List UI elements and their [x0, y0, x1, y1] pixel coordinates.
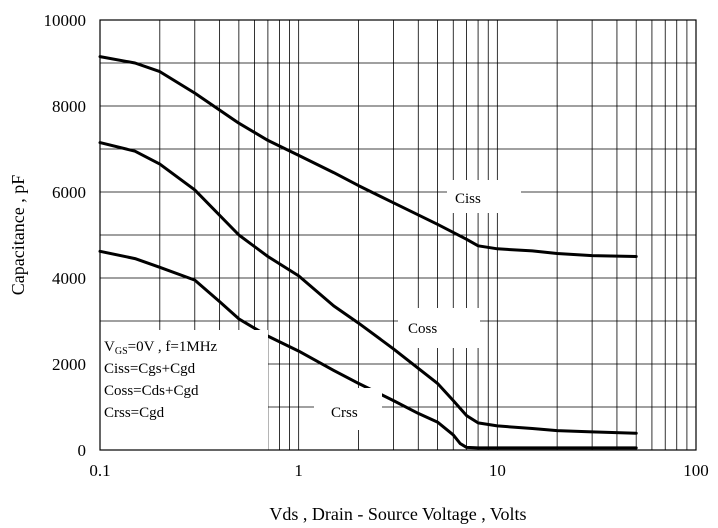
- crss-label-box: [314, 388, 382, 430]
- annotation-vgs-sub: GS: [115, 346, 128, 357]
- annotation-vgs: VGS=0V , f=1MHz: [104, 339, 218, 357]
- x-tick-label: 0.1: [89, 461, 110, 480]
- y-tick-label: 10000: [44, 11, 87, 30]
- y-tick-label: 4000: [52, 269, 86, 288]
- conditions-box: [100, 330, 268, 450]
- x-tick-label: 100: [683, 461, 709, 480]
- x-tick-label: 1: [294, 461, 303, 480]
- y-tick-label: 0: [78, 441, 87, 460]
- ciss-label-box: [447, 180, 521, 213]
- x-tick-label: 10: [489, 461, 506, 480]
- y-axis-title: Capacitance , pF: [8, 175, 28, 295]
- grid: [100, 20, 696, 450]
- annotation-vgs-main: V: [104, 339, 115, 355]
- coss-label-box: [398, 308, 480, 348]
- annotation-vgs-rest: =0V , f=1MHz: [128, 339, 218, 355]
- y-tick-label: 8000: [52, 97, 86, 116]
- x-axis-title: Vds , Drain - Source Voltage , Volts: [269, 504, 526, 524]
- series-label-crss: Crss: [331, 405, 358, 421]
- annotation-coss-formula: Coss=Cds+Cgd: [104, 383, 199, 399]
- annotation-crss-formula: Crss=Cgd: [104, 405, 165, 421]
- series-label-ciss: Ciss: [455, 191, 481, 207]
- series-label-coss: Coss: [408, 321, 437, 337]
- series-label-boxes: [100, 180, 521, 450]
- y-tick-label: 6000: [52, 183, 86, 202]
- series-line-ciss: [98, 55, 638, 258]
- annotation-ciss-formula: Ciss=Cgs+Cgd: [104, 361, 196, 377]
- y-tick-label: 2000: [52, 355, 86, 374]
- tick-labels: 0.1 1 10 100 0 2000 4000 6000 8000 10000: [44, 11, 709, 480]
- plot-frame: [99, 19, 697, 451]
- series-line-coss: [98, 141, 638, 435]
